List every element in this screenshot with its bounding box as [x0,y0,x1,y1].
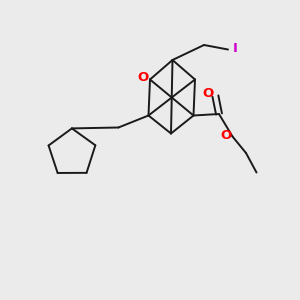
Text: O: O [138,70,149,84]
Text: O: O [202,87,214,100]
Text: O: O [220,129,232,142]
Text: I: I [233,41,238,55]
